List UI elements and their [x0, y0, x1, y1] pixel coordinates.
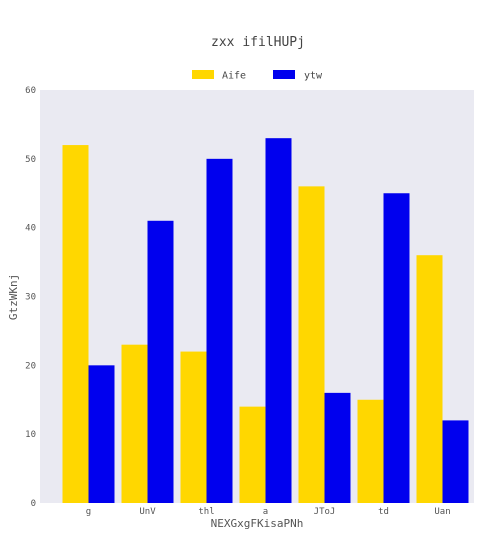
chart-title: zxx ifilHUPj: [211, 35, 305, 50]
bar-ytw-a: [265, 138, 292, 503]
legend-label-Aife: Aife: [222, 71, 246, 82]
legend-swatch-Aife: [192, 70, 214, 79]
bar-Aife-g: [62, 145, 89, 504]
x-tick-label: Uan: [434, 507, 450, 517]
y-tick-label: 50: [25, 155, 36, 165]
bar-Aife-td: [357, 399, 384, 503]
y-tick-label: 60: [25, 86, 36, 96]
bar-ytw-g: [88, 365, 115, 503]
bar-Aife-Uan: [416, 255, 443, 503]
y-tick-label: 20: [25, 361, 36, 371]
bars: [62, 138, 469, 504]
x-tick-label: JToJ: [314, 507, 336, 517]
bar-ytw-td: [383, 193, 410, 503]
legend-swatch-ytw: [273, 70, 295, 79]
y-axis-label: GtzWKnj: [7, 274, 20, 320]
x-tick-label: a: [263, 507, 268, 517]
legend-label-ytw: ytw: [304, 71, 323, 82]
bar-ytw-UnV: [147, 220, 174, 504]
legend: Aife ytw: [192, 70, 323, 82]
x-axis-label: NEXGxgFKisaPNh: [211, 517, 304, 530]
bar-Aife-JToJ: [298, 186, 325, 503]
y-axis-ticks: 0 10 20 30 40 50 60: [25, 86, 36, 509]
x-tick-label: thl: [198, 507, 214, 517]
bar-Aife-UnV: [121, 344, 148, 503]
x-tick-label: td: [378, 507, 389, 517]
y-tick-label: 10: [25, 430, 36, 440]
x-tick-label: g: [86, 507, 91, 517]
x-axis-ticks: g UnV thl a JToJ td Uan: [86, 507, 451, 517]
bar-Aife-thl: [180, 351, 207, 503]
bar-ytw-Uan: [442, 420, 469, 503]
y-tick-label: 0: [31, 499, 36, 509]
bar-ytw-thl: [206, 158, 233, 504]
y-tick-label: 30: [25, 293, 36, 303]
x-tick-label: UnV: [139, 507, 156, 517]
bar-ytw-JToJ: [324, 392, 351, 503]
bar-Aife-a: [239, 406, 266, 503]
y-tick-label: 40: [25, 224, 36, 234]
